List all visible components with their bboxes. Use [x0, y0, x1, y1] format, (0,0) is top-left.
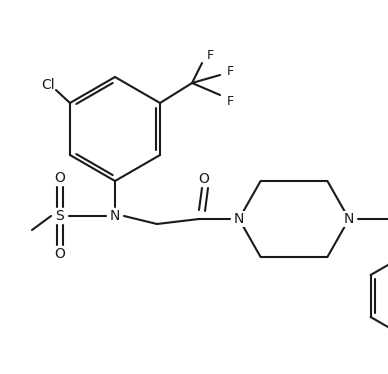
Text: Cl: Cl — [41, 78, 55, 92]
Text: O: O — [55, 171, 66, 185]
Text: O: O — [199, 172, 210, 186]
Text: O: O — [55, 247, 66, 261]
Text: F: F — [206, 49, 214, 61]
Text: F: F — [227, 64, 234, 77]
Text: N: N — [344, 212, 354, 226]
Text: F: F — [227, 95, 234, 107]
Text: S: S — [55, 209, 64, 223]
Text: N: N — [110, 209, 120, 223]
Text: N: N — [234, 212, 244, 226]
